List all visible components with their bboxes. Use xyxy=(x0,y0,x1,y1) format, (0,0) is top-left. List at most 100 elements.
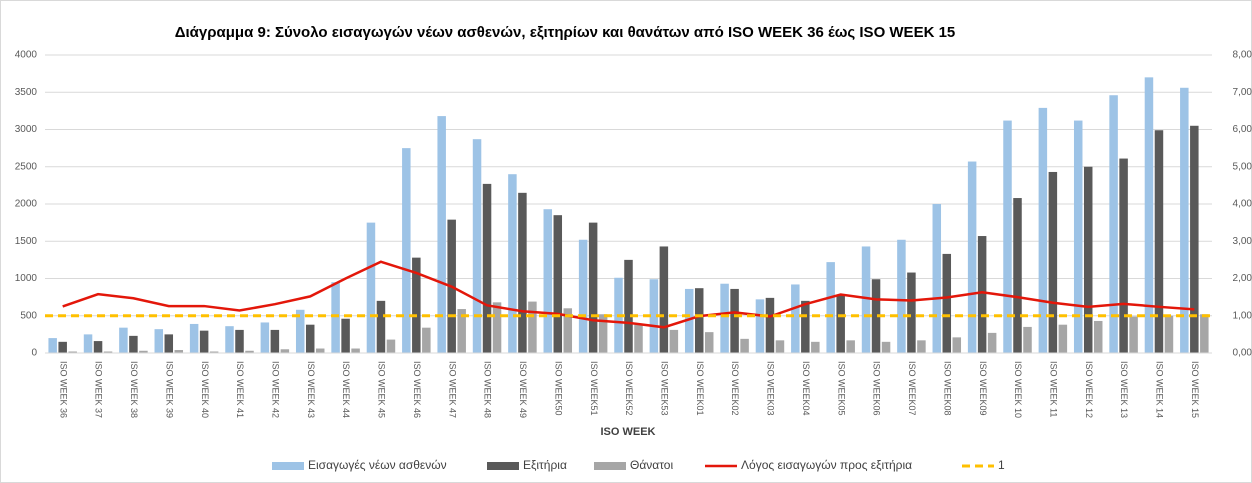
x-tick-label: ISO WEEK 14 xyxy=(1155,361,1165,418)
x-tick-label: ISO WEEK 43 xyxy=(306,361,316,418)
bar xyxy=(836,294,845,353)
y2-tick-label: 7,00 xyxy=(1233,87,1252,98)
bar xyxy=(791,284,800,353)
bar xyxy=(1109,95,1118,353)
y-tick-label: 0 xyxy=(31,348,37,359)
bar xyxy=(1023,326,1032,353)
bar xyxy=(659,246,669,353)
bar xyxy=(917,340,926,353)
y-tick-label: 3500 xyxy=(15,87,38,98)
bar xyxy=(386,339,396,353)
x-tick-label: ISO WEEK 48 xyxy=(483,361,493,418)
bar xyxy=(730,288,739,353)
bar xyxy=(245,350,254,353)
bar xyxy=(977,236,987,353)
legend-swatch xyxy=(594,462,626,470)
y2-tick-label: 5,00 xyxy=(1233,161,1252,172)
bar xyxy=(634,324,643,353)
bar xyxy=(457,309,466,353)
bar xyxy=(1119,158,1128,353)
bar xyxy=(83,334,93,353)
bar xyxy=(801,300,810,353)
bar xyxy=(164,334,174,353)
bar xyxy=(58,341,67,353)
legend-label: Θάνατοι xyxy=(630,458,673,472)
bar xyxy=(765,297,775,353)
bar xyxy=(209,351,219,353)
bar xyxy=(341,318,350,353)
bar xyxy=(402,148,411,353)
bar xyxy=(199,330,209,353)
bar xyxy=(952,337,962,353)
bar xyxy=(967,161,977,353)
bar xyxy=(93,341,103,353)
y-tick-label: 2000 xyxy=(15,199,38,210)
x-tick-label: ISO WEEK 49 xyxy=(518,361,528,418)
x-tick-label: ISO WEEK04 xyxy=(801,361,811,416)
bar xyxy=(376,300,386,353)
bar xyxy=(482,183,492,353)
x-tick-label: ISO WEEK 41 xyxy=(235,361,245,418)
bar xyxy=(826,262,835,353)
bar xyxy=(907,272,916,353)
bar xyxy=(1144,77,1154,353)
bar xyxy=(932,204,942,353)
x-axis-title: ISO WEEK xyxy=(600,426,655,438)
x-tick-label: ISO WEEK 39 xyxy=(164,361,174,418)
bar xyxy=(1180,87,1189,353)
bar xyxy=(1164,315,1174,353)
legend-label: Λόγος εισαγωγών προς εξιτήρια xyxy=(741,458,912,472)
y2-tick-label: 0,00 xyxy=(1233,348,1252,359)
x-tick-label: ISO WEEK09 xyxy=(978,361,988,416)
x-tick-label: ISO WEEK50 xyxy=(553,361,563,416)
x-tick-label: ISO WEEK01 xyxy=(695,361,705,416)
bar xyxy=(422,327,431,353)
bar xyxy=(881,341,891,353)
bar xyxy=(437,116,446,353)
x-tick-label: ISO WEEK 15 xyxy=(1190,361,1200,418)
x-tick-label: ISO WEEK05 xyxy=(836,361,846,416)
x-tick-label: ISO WEEK07 xyxy=(907,361,917,416)
y2-tick-label: 6,00 xyxy=(1233,124,1252,135)
bar xyxy=(260,322,270,353)
bar xyxy=(1048,171,1058,353)
bar xyxy=(942,253,952,353)
x-tick-label: ISO WEEK08 xyxy=(942,361,952,416)
bar xyxy=(720,283,729,353)
bar xyxy=(48,338,57,353)
x-tick-label: ISO WEEK06 xyxy=(872,361,882,416)
bar xyxy=(518,192,527,353)
bar xyxy=(1200,314,1209,353)
bar xyxy=(139,350,148,353)
bar xyxy=(68,351,77,353)
y-tick-label: 4000 xyxy=(15,50,38,61)
bar xyxy=(846,340,855,353)
bar xyxy=(528,301,537,353)
y2-tick-label: 1,00 xyxy=(1233,310,1252,321)
chart-title: Διάγραμμα 9: Σύνολο εισαγωγών νέων ασθεν… xyxy=(175,24,956,41)
bar xyxy=(508,174,517,353)
bar xyxy=(119,327,128,353)
x-tick-label: ISO WEEK 12 xyxy=(1084,361,1094,418)
bar xyxy=(366,222,376,353)
bar xyxy=(189,323,199,353)
x-tick-label: ISO WEEK02 xyxy=(730,361,740,416)
legend-label: Εισαγωγές νέων ασθενών xyxy=(308,458,447,472)
bar xyxy=(1003,120,1012,353)
bar xyxy=(897,239,906,353)
x-tick-label: ISO WEEK 11 xyxy=(1048,361,1058,417)
bar xyxy=(578,239,588,353)
bar xyxy=(103,351,113,353)
bar xyxy=(1093,320,1103,353)
y2-tick-label: 3,00 xyxy=(1233,236,1252,247)
bar xyxy=(129,335,138,353)
bar xyxy=(331,282,340,353)
bar xyxy=(871,279,881,353)
bar xyxy=(235,329,244,353)
bar xyxy=(704,332,714,353)
bar xyxy=(472,139,482,353)
bar xyxy=(1129,316,1138,353)
bar xyxy=(315,348,325,353)
bar xyxy=(225,326,234,353)
